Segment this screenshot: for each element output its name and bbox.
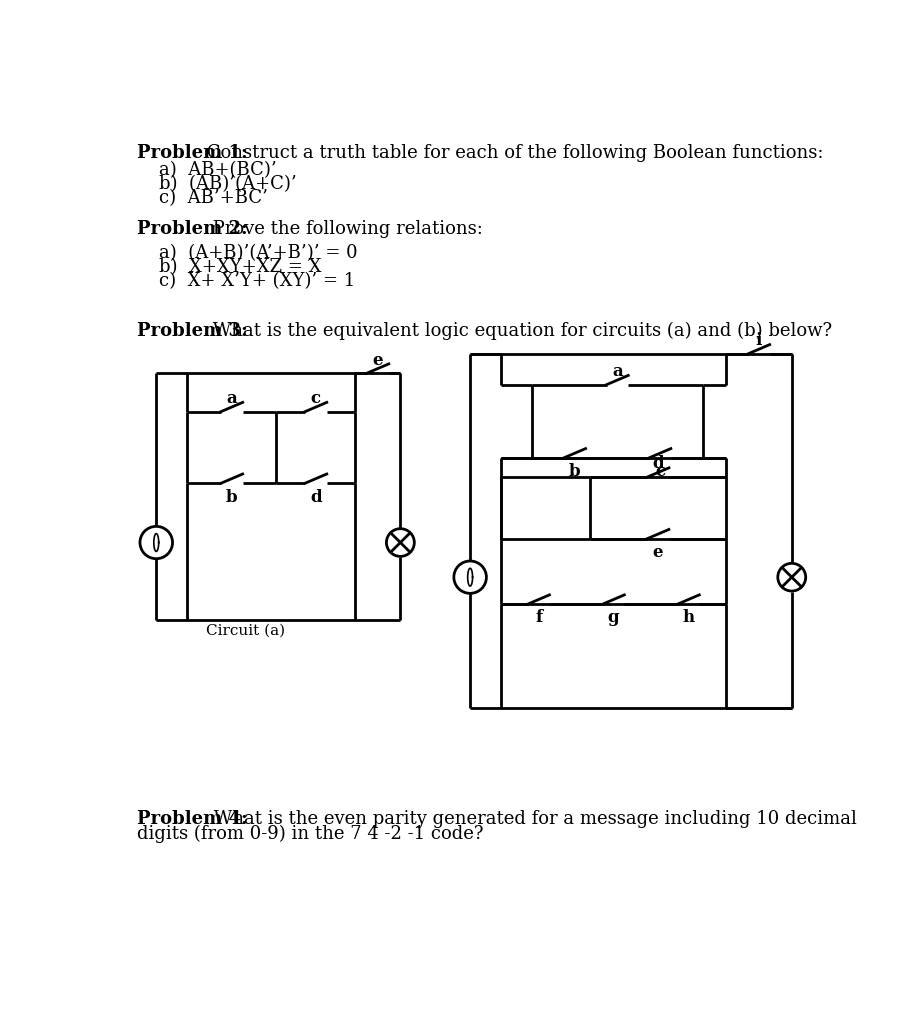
Text: c: c xyxy=(311,390,321,407)
Text: e: e xyxy=(373,351,384,369)
Text: a)  AB+(BC)’: a) AB+(BC)’ xyxy=(158,162,276,179)
Text: c: c xyxy=(655,463,665,480)
Text: b: b xyxy=(569,463,581,480)
Text: i: i xyxy=(755,333,762,349)
Text: Prove the following relations:: Prove the following relations: xyxy=(207,220,484,238)
Text: a: a xyxy=(612,364,623,380)
Text: c)  X+ X’Y+ (XY)’ = 1: c) X+ X’Y+ (XY)’ = 1 xyxy=(158,272,355,290)
Text: Problem 3:: Problem 3: xyxy=(137,322,247,340)
Text: g: g xyxy=(608,609,619,627)
Text: Construct a truth table for each of the following Boolean functions:: Construct a truth table for each of the … xyxy=(201,144,824,163)
Text: b)  (AB)’(A+C)’: b) (AB)’(A+C)’ xyxy=(158,175,296,194)
Text: d: d xyxy=(310,488,322,506)
Text: a)  (A+B)’(A’+B’)’ = 0: a) (A+B)’(A’+B’)’ = 0 xyxy=(158,245,357,262)
Text: d: d xyxy=(653,456,664,472)
Text: What is the equivalent logic equation for circuits (a) and (b) below?: What is the equivalent logic equation fo… xyxy=(207,322,833,340)
Text: Problem 2:: Problem 2: xyxy=(137,220,247,238)
Text: What is the even parity generated for a message including 10 decimal: What is the even parity generated for a … xyxy=(208,810,857,827)
Text: a: a xyxy=(226,390,237,407)
Text: b: b xyxy=(226,488,237,506)
Text: e: e xyxy=(653,544,664,561)
Text: Problem 1:: Problem 1: xyxy=(137,144,247,163)
Text: h: h xyxy=(683,609,694,627)
Text: Circuit (a): Circuit (a) xyxy=(205,624,285,637)
Text: f: f xyxy=(535,609,542,627)
Text: c)  AB’+BC’: c) AB’+BC’ xyxy=(158,189,267,207)
Text: b)  X+XY+XZ = X: b) X+XY+XZ = X xyxy=(158,258,321,276)
Text: Problem 4:: Problem 4: xyxy=(137,810,247,827)
Text: digits (from 0-9) in the 7 4 -2 -1 code?: digits (from 0-9) in the 7 4 -2 -1 code? xyxy=(137,825,484,844)
